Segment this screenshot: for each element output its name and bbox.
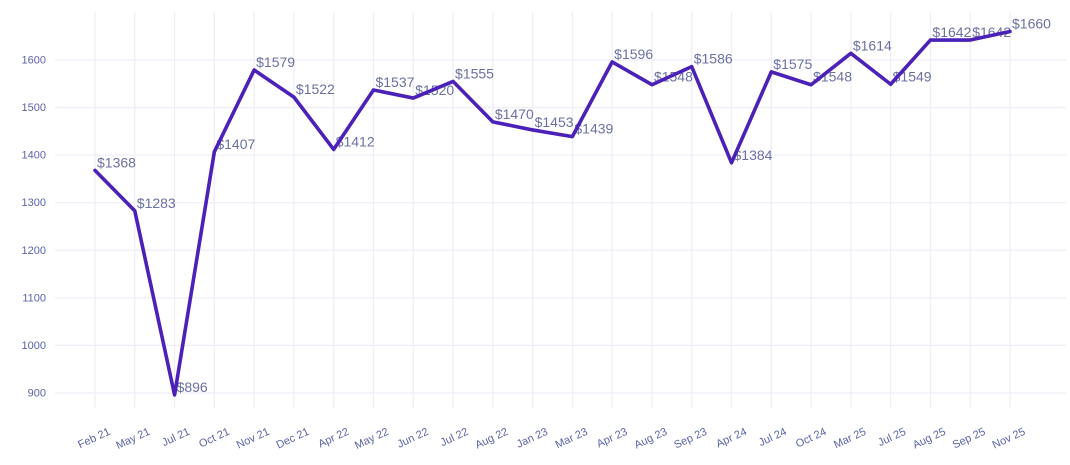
y-axis-tick-label: 1100 [22, 292, 46, 304]
point-value-label: $1283 [137, 195, 176, 211]
y-axis-tick-label: 1500 [22, 102, 46, 114]
x-axis-tick-label: Oct 21 [197, 426, 231, 451]
x-axis-tick-label: Jan 23 [515, 426, 550, 451]
x-axis-tick-label: Aug 22 [473, 426, 510, 452]
x-axis-tick-label: Aug 23 [633, 426, 670, 452]
x-axis: Feb 21 May 21 Jul 21 Oct 21 Nov 21 Dec 21 Apr … [76, 426, 1027, 452]
point-value-label: $1579 [256, 54, 295, 70]
x-axis-tick-label: Sep 23 [672, 426, 709, 452]
point-value-label: $1642 [932, 24, 971, 40]
x-axis-tick-label: Oct 24 [794, 426, 828, 451]
point-value-label: $1575 [773, 56, 812, 72]
y-axis-tick-label: 900 [28, 388, 46, 400]
point-value-label: $1453 [535, 114, 574, 130]
x-axis-tick-label: Jul 25 [876, 426, 908, 449]
point-value-label: $1537 [375, 74, 414, 90]
point-value-label: $1660 [1012, 15, 1051, 31]
y-axis-tick-label: 1300 [22, 197, 46, 209]
x-axis-tick-label: Jul 22 [439, 426, 471, 449]
x-axis-tick-label: Feb 21 [76, 426, 112, 451]
x-axis-tick-label: Apr 22 [317, 426, 351, 451]
x-axis-tick-label: Mar 23 [554, 426, 590, 451]
x-axis-tick-label: Nov 21 [235, 426, 272, 452]
point-value-label: $1596 [614, 46, 653, 62]
point-value-label: $1614 [853, 37, 892, 53]
point-value-label: $1439 [574, 121, 613, 137]
x-axis-tick-label: Jul 24 [757, 426, 789, 449]
point-value-label: $1522 [296, 81, 335, 97]
x-axis-tick-label: Dec 21 [275, 426, 312, 452]
x-axis-tick-label: Jul 21 [160, 426, 192, 449]
point-value-label: $1548 [813, 69, 852, 85]
point-value-label: $896 [177, 379, 208, 395]
point-value-label: $1470 [495, 106, 534, 122]
y-axis: 900 1000 1100 1200 1300 1400 1500 1600 [22, 55, 46, 400]
x-axis-tick-label: Sep 25 [951, 426, 988, 452]
x-axis-tick-label: Apr 23 [595, 426, 629, 451]
y-axis-tick-label: 1600 [22, 55, 46, 67]
y-axis-tick-label: 1200 [22, 245, 46, 257]
point-value-label: $1384 [734, 147, 773, 163]
price-line [93, 29, 1012, 397]
x-axis-tick-label: Nov 25 [991, 426, 1028, 452]
point-value-label: $1586 [694, 51, 733, 67]
grid [55, 12, 1066, 408]
y-axis-tick-label: 1000 [22, 340, 46, 352]
point-labels: $1368 $1283 $896 $1407 $1579$1522 $1412 $1537 $… [97, 15, 1051, 394]
point-value-label: $1412 [336, 133, 375, 149]
x-axis-tick-label: Jun 22 [396, 426, 431, 451]
y-axis-tick-label: 1400 [22, 150, 46, 162]
point-value-label: $1555 [455, 65, 494, 81]
x-axis-tick-label: May 22 [353, 426, 391, 452]
point-value-label: $1407 [216, 136, 255, 152]
x-axis-tick-label: Aug 25 [911, 426, 948, 452]
x-axis-tick-label: Apr 24 [714, 426, 748, 451]
x-axis-tick-label: Mar 25 [832, 426, 868, 451]
x-axis-tick-label: May 21 [114, 426, 152, 452]
point-value-label: $1368 [97, 154, 136, 170]
